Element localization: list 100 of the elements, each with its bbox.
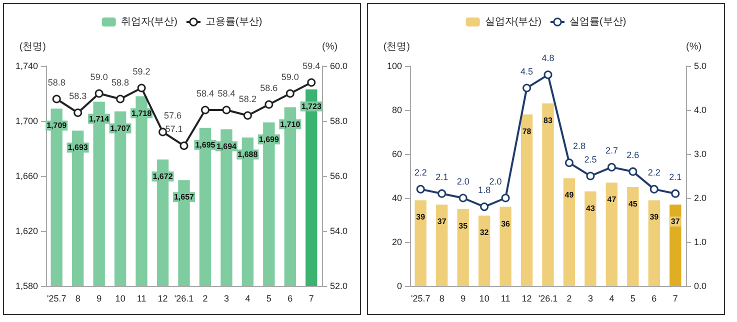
bar	[648, 200, 660, 286]
data-label: 2.1	[669, 172, 682, 182]
x-tick-label: 6	[652, 294, 657, 304]
data-label: 39	[650, 212, 660, 222]
data-label: 39	[416, 212, 426, 222]
data-label: 1,714	[89, 114, 110, 124]
point	[458, 194, 468, 202]
data-label: 2.0	[456, 176, 470, 186]
x-tick-label: 9	[460, 294, 466, 304]
x-tick-label: 12	[522, 294, 532, 304]
data-label: 1,723	[301, 102, 322, 111]
legend-label: 취업자(부산)	[120, 16, 178, 28]
data-label: 78	[522, 126, 532, 136]
point	[137, 84, 146, 92]
data-label: 1,694	[216, 142, 238, 151]
data-label: 58.4	[196, 88, 214, 98]
y-tick-label: 1,740	[15, 61, 38, 71]
y-axis-title: (천명)	[19, 42, 46, 52]
data-label: 58.8	[112, 77, 130, 88]
x-tick-label: 3	[588, 294, 593, 304]
data-label: 1,693	[68, 143, 88, 152]
y-tick-label: 40	[392, 193, 402, 203]
data-label: 4.5	[520, 66, 534, 76]
data-label: 1,688	[238, 150, 258, 159]
point	[200, 106, 210, 114]
y-tick-label: 1,620	[15, 226, 38, 236]
x-tick-label: '25.7	[410, 294, 430, 304]
data-label: 59.0	[90, 72, 108, 82]
x-tick-label: 12	[158, 294, 168, 304]
data-label: 1,657	[174, 192, 195, 202]
y2-axis-title: (%)	[322, 42, 338, 52]
data-label: 58.8	[48, 77, 66, 88]
x-tick-label: 3	[224, 294, 229, 304]
y-tick-label: 1,580	[15, 281, 38, 291]
point	[286, 89, 294, 98]
data-label: 83	[544, 116, 553, 125]
data-label: 45	[628, 200, 638, 208]
data-label: 58.3	[69, 91, 87, 101]
bar	[627, 187, 639, 286]
y2-axis-title: (%)	[686, 42, 702, 52]
x-tick-label: '26.1	[174, 294, 194, 304]
x-tick-label: 9	[96, 294, 102, 304]
data-label: 35	[458, 222, 468, 230]
data-label: 2.8	[572, 141, 586, 152]
data-label: 1,699	[258, 134, 280, 144]
point	[438, 189, 446, 198]
point	[522, 84, 532, 92]
data-label: 58.4	[218, 88, 236, 98]
bar	[563, 178, 576, 286]
point	[180, 142, 188, 150]
bar	[457, 209, 469, 286]
data-label: 37	[437, 217, 447, 226]
x-tick-label: 7	[308, 294, 314, 304]
y2-tick-label: 52.0	[330, 281, 348, 291]
point	[222, 106, 231, 114]
bar	[584, 191, 596, 286]
y-tick-label: 100	[386, 61, 402, 71]
bar	[670, 204, 682, 286]
x-tick-label: 4	[609, 294, 614, 304]
data-label: 43	[586, 204, 596, 213]
x-tick-label: 2	[202, 294, 208, 304]
x-tick-label: 5	[630, 294, 636, 304]
point	[307, 78, 316, 87]
y-axis-title: (천명)	[383, 42, 410, 52]
point	[586, 172, 595, 180]
x-tick-label: 11	[136, 294, 146, 304]
data-label: 2.0	[489, 176, 502, 186]
legend-label: 실업자(부산)	[484, 16, 542, 28]
bar	[414, 200, 426, 286]
data-label: 1,707	[110, 124, 131, 133]
point	[607, 162, 616, 172]
point	[52, 94, 61, 104]
data-label: 1,695	[195, 140, 216, 150]
bar	[520, 114, 533, 286]
data-label: 36	[501, 219, 511, 228]
y-tick-label: 1,660	[15, 171, 38, 181]
x-tick-label: 2	[566, 294, 572, 304]
y2-tick-label: 3.0	[694, 149, 707, 159]
data-label: 32	[480, 228, 490, 238]
y2-tick-label: 2.0	[694, 193, 707, 203]
point	[264, 100, 274, 109]
data-label: 2.2	[414, 167, 427, 178]
data-label: 4.8	[542, 53, 554, 64]
y-tick-label: 20	[392, 237, 402, 247]
data-label: 2.5	[584, 154, 597, 164]
bar	[606, 182, 618, 286]
x-tick-label: 5	[266, 294, 272, 304]
x-tick-label: 6	[288, 294, 293, 304]
legend-label: 고용률(부산)	[206, 16, 262, 28]
legend-label: 실업률(부산)	[570, 16, 626, 28]
y-tick-label: 1,700	[15, 116, 38, 126]
y2-tick-label: 5.0	[694, 61, 707, 71]
data-label: 1,710	[280, 120, 301, 129]
data-label: 58.6	[260, 82, 278, 93]
data-label: 2.1	[436, 172, 448, 182]
data-label: 49	[564, 190, 574, 200]
y2-tick-label: 1.0	[694, 237, 707, 247]
x-tick-label: 11	[500, 294, 510, 304]
point	[480, 202, 489, 212]
data-label: 47	[607, 195, 617, 204]
